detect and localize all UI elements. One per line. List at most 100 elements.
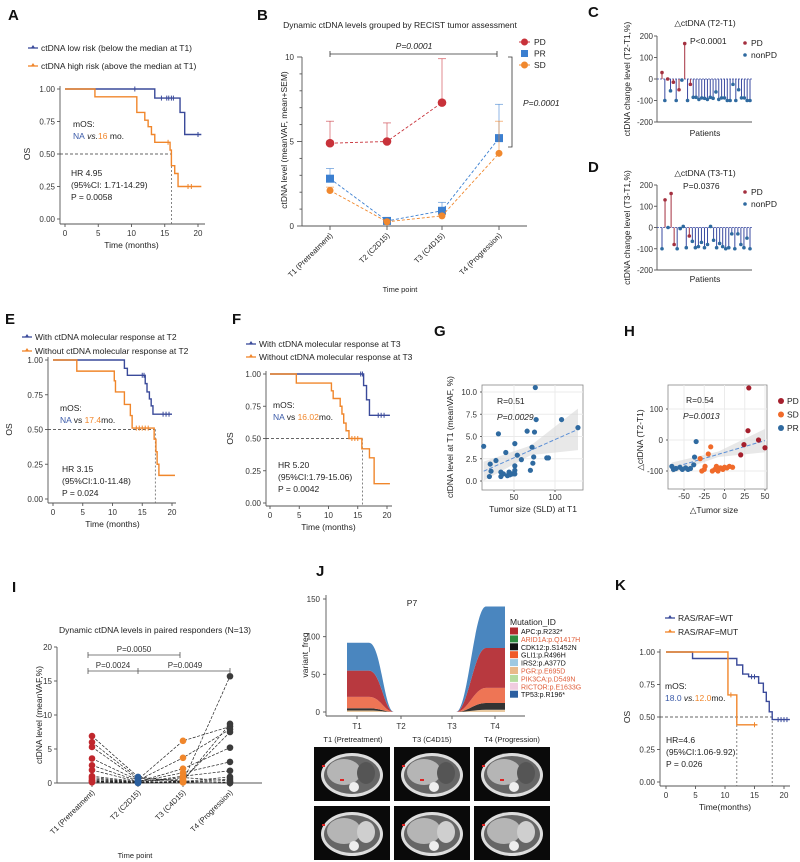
data-point	[545, 455, 552, 461]
y-tick-label: 0.75	[39, 118, 55, 127]
lollipop-point	[693, 245, 698, 250]
paired-dot-chart-i: 0 5 10 15 20 ctDNA level (meanVAF,%) T1 (Pretr…	[34, 643, 262, 836]
lollipop-point	[663, 98, 667, 103]
chart-title-c: △ctDNA (T2-T1)	[674, 18, 735, 28]
lollipop-point	[748, 246, 752, 251]
panel-label-h: H	[624, 323, 635, 340]
hazard-ratio: HR 4.95	[71, 168, 102, 178]
x-tick-label: T4	[490, 722, 500, 731]
patient-line	[91, 731, 231, 782]
legend-marker	[31, 45, 35, 48]
stream-layer	[347, 647, 505, 712]
legend-label: Without ctDNA molecular response at T2	[35, 346, 189, 356]
x-tick-label: 5	[297, 511, 302, 520]
lollipop-point	[748, 98, 752, 103]
x-axis-label: Time (months)	[301, 522, 356, 532]
x-tick-label: 5	[96, 229, 101, 238]
y-tick-label: 0.25	[39, 183, 55, 192]
y-tick-label: 0.75	[245, 402, 261, 411]
panel-label-b: B	[257, 7, 268, 24]
km-annotations-e: mOS: NA vs 17.4mo. HR 3.15 (95%CI:1.0-11…	[60, 403, 131, 498]
x-tick-label: T1	[352, 722, 362, 731]
y-tick-label: 50	[311, 670, 320, 679]
lollipop-point	[726, 245, 731, 250]
legend-label: IRS2:p.A377D	[521, 661, 566, 668]
y-tick-label: 200	[640, 32, 654, 41]
lollipop-point	[734, 98, 738, 103]
y-tick-label: 1.00	[245, 370, 261, 379]
data-point-PR	[693, 438, 699, 445]
data-point	[226, 767, 234, 775]
patient-line	[91, 770, 231, 783]
data-point	[88, 762, 96, 769]
legend-label: RICTOR:p.E1633G	[521, 684, 581, 691]
data-point-PR	[687, 465, 694, 472]
p-value-h: P=0.0013	[683, 411, 720, 421]
legend-label: nonPD	[751, 199, 777, 209]
lollipop-point	[714, 245, 719, 250]
p-value-g: P=0.0029	[497, 412, 534, 422]
x-tick-label: T2 (C2D15)	[357, 231, 391, 265]
data-point	[514, 452, 520, 458]
x-tick-label: 25	[740, 492, 749, 501]
data-point	[524, 428, 530, 434]
mos-label: mOS:	[73, 119, 95, 129]
legend-label: CDK12:p.S1452N	[521, 645, 577, 652]
data-point	[533, 416, 539, 423]
legend-marker	[743, 53, 747, 57]
lollipop-point	[731, 82, 735, 87]
legend-marker	[25, 334, 29, 337]
data-point-PR	[326, 174, 334, 183]
mos-label: mOS:	[273, 400, 295, 410]
legend-swatch	[510, 643, 518, 651]
y-axis-label: ctDNA level (meanVAF,%)	[34, 666, 44, 764]
chart-title-j: P7	[407, 598, 418, 608]
legend-marker	[778, 398, 784, 404]
legend-marker	[521, 38, 528, 46]
x-tick-label: T3 (C4D15)	[153, 788, 187, 822]
ct-title-t4: T4 (Progression)	[484, 735, 540, 744]
y-tick-label: -100	[637, 97, 654, 106]
legend-marker	[25, 348, 29, 351]
scatter-chart-g: 50 100 0.0 2.5 5.0 7.5 10.0 ctDNA level at T1 (…	[445, 376, 584, 502]
y-axis-label: variant_freq	[300, 632, 310, 677]
x-tick-label: T3	[447, 722, 457, 731]
panel-label-i: I	[12, 579, 16, 596]
data-point	[488, 468, 494, 474]
legend-swatch	[510, 627, 518, 635]
legend-marker	[743, 41, 747, 45]
x-tick-label: 10	[324, 511, 333, 520]
lollipop-point	[677, 87, 681, 92]
y-tick-label: 0.50	[27, 426, 43, 435]
y-tick-label: 1.00	[639, 648, 655, 657]
lollipop-point	[674, 98, 678, 103]
km-curve-blue	[65, 88, 202, 136]
confidence-band	[671, 428, 765, 474]
x-axis-label: Time (months)	[104, 240, 159, 250]
stream-chart-j: 0 50 100 150 variant_freq T1 T2 T3 T4 APC:p.R232*…	[300, 595, 581, 860]
legend-label: PIK3CA:p.D549N	[521, 676, 575, 683]
data-point-PD	[741, 442, 747, 448]
y-tick-label: 0.25	[245, 467, 261, 476]
lesion-arrow-icon	[322, 824, 325, 826]
y-tick-label: 1.00	[39, 85, 55, 94]
lesion-arrow-icon	[402, 824, 405, 826]
data-point	[512, 441, 518, 447]
lollipop-point	[742, 245, 746, 250]
data-point-SD	[730, 464, 736, 470]
lollipop-point	[702, 96, 707, 101]
data-point	[530, 460, 536, 466]
legend-label: PD	[787, 396, 799, 406]
patient-line	[91, 761, 231, 782]
series-line-SD	[329, 153, 500, 223]
y-tick-label: 20	[43, 643, 52, 652]
y-axis-label: ctDNA level (meanVAF, mean+SEM)	[279, 71, 289, 209]
y-axis-label: △ctDNA (T2-T1)	[635, 409, 645, 470]
km-curve-blue	[666, 651, 790, 721]
data-point-PD	[745, 428, 751, 434]
legend-marker	[778, 425, 784, 431]
ct-scan-image	[314, 806, 390, 860]
regression-line	[483, 428, 579, 472]
